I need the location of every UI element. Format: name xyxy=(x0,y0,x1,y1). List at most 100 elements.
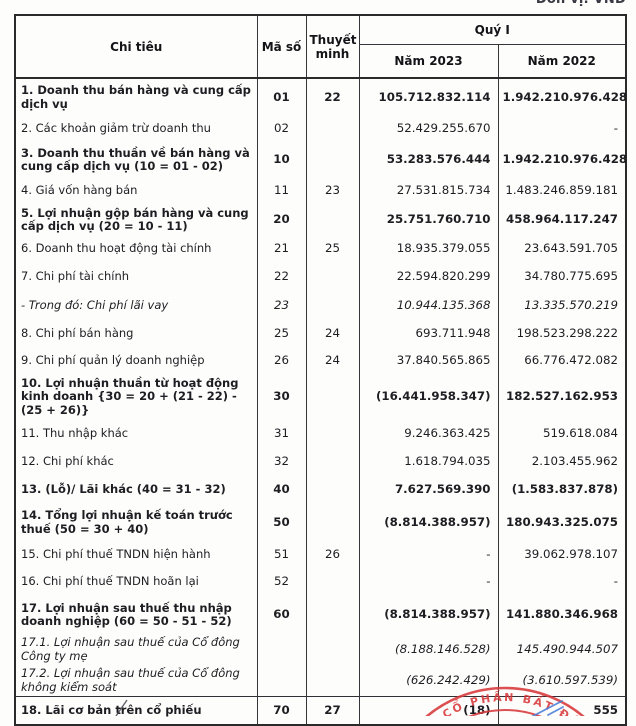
row-value-2023: 52.429.255.670 xyxy=(358,116,498,142)
row-value-2022: 182.527.162.953 xyxy=(497,374,626,420)
row-value-2023: (8.814.388.957) xyxy=(358,504,498,541)
row-value-2023: 25.751.760.710 xyxy=(358,204,498,236)
row-note: 22 xyxy=(305,78,359,116)
row-note xyxy=(305,476,359,504)
table-row: 10. Lợi nhuận thuần từ hoạt động kinh do… xyxy=(15,374,626,420)
row-note: 23 xyxy=(305,178,359,204)
table-row: 13. (Lỗ)/ Lãi khác (40 = 31 - 32) 40 7.6… xyxy=(15,476,626,504)
row-note xyxy=(305,568,359,596)
row-label: 5. Lợi nhuận gộp bán hàng và cung cấp dị… xyxy=(21,205,249,233)
row-code xyxy=(256,665,306,697)
row-code: 01 xyxy=(256,78,306,116)
row-value-2022: (1.583.837.878) xyxy=(497,476,626,504)
row-value-2023: 693.711.948 xyxy=(358,320,498,347)
row-code: 31 xyxy=(256,420,306,448)
row-value-2022: 2.103.455.962 xyxy=(497,448,626,476)
row-value-2022: 34.780.775.695 xyxy=(497,262,626,292)
row-value-2022: 555 xyxy=(497,696,626,725)
table-row: 17. Lợi nhuận sau thuế thu nhập doanh ng… xyxy=(15,596,626,634)
row-value-2022: 23.643.591.705 xyxy=(497,236,626,262)
row-value-2022: 141.880.346.968 xyxy=(497,596,626,634)
row-value-2022: - xyxy=(497,116,626,142)
row-value-2023: - xyxy=(358,541,498,568)
row-note xyxy=(305,634,359,665)
row-note xyxy=(305,448,359,476)
row-code: 50 xyxy=(256,504,306,541)
row-label: 2. Các khoản giảm trừ doanh thu xyxy=(21,121,211,136)
row-code: 26 xyxy=(256,347,306,374)
row-label: 6. Doanh thu hoạt động tài chính xyxy=(21,241,212,256)
row-code: 02 xyxy=(256,116,306,142)
header-item: Chi tiêu xyxy=(110,39,163,54)
row-code: 11 xyxy=(256,178,306,204)
row-note xyxy=(305,116,359,142)
row-note xyxy=(305,142,359,178)
row-note: 27 xyxy=(305,696,359,725)
row-value-2022: 13.335.570.219 xyxy=(497,292,626,320)
header-year-2023: Năm 2023 xyxy=(358,44,498,78)
row-note: 24 xyxy=(305,347,359,374)
row-note xyxy=(305,420,359,448)
row-code: 60 xyxy=(256,596,306,634)
row-code: 52 xyxy=(256,568,306,596)
table-row: 3. Doanh thu thuần về bán hàng và cung c… xyxy=(15,142,627,178)
row-value-2023: (18) xyxy=(358,696,498,725)
row-note xyxy=(305,596,359,634)
row-label: 17.2. Lợi nhuận sau thuế của Cổ đông khô… xyxy=(21,666,240,694)
table-row: 16. Chi phí thuế TNDN hoãn lại 52 - - xyxy=(15,568,626,596)
row-value-2022: 180.943.325.075 xyxy=(497,504,626,541)
row-note xyxy=(305,374,359,420)
row-code xyxy=(256,634,306,665)
row-label: 8. Chi phí bán hàng xyxy=(21,325,134,340)
table-row: 5. Lợi nhuận gộp bán hàng và cung cấp dị… xyxy=(15,204,626,236)
row-value-2023: 18.935.379.055 xyxy=(358,236,498,262)
unit-label: Đơn vị: VND xyxy=(536,0,626,7)
row-value-2023: 1.618.794.035 xyxy=(358,448,498,476)
table-row: 9. Chi phí quản lý doanh nghiệp 26 24 37… xyxy=(15,347,626,374)
row-label: 11. Thu nhập khác xyxy=(21,426,129,441)
row-value-2023: (8.814.388.957) xyxy=(358,596,498,634)
row-value-2022: 198.523.298.222 xyxy=(497,320,626,347)
row-value-2023: 53.283.576.444 xyxy=(358,142,498,178)
row-note xyxy=(305,665,359,697)
table-row: 17.2. Lợi nhuận sau thuế của Cổ đông khô… xyxy=(15,665,626,697)
row-label: 7. Chi phí tài chính xyxy=(21,269,130,284)
row-label: 3. Doanh thu thuần về bán hàng và cung c… xyxy=(21,145,250,173)
row-code: 25 xyxy=(256,320,306,347)
row-value-2023: 37.840.565.865 xyxy=(358,347,498,374)
header-quarter-group: Quý I xyxy=(358,15,626,45)
row-value-2022: (3.610.597.539) xyxy=(497,665,626,697)
row-code: 22 xyxy=(256,262,306,292)
row-value-2022: 1.942.210.976.428 xyxy=(497,142,627,178)
row-note xyxy=(305,204,359,236)
income-statement-table: Chi tiêu Mã số Thuyết minh Quý I Năm 202… xyxy=(14,14,627,726)
row-value-2023: 7.627.569.390 xyxy=(358,476,498,504)
row-label: 18. Lãi cơ bản trên cổ phiếu xyxy=(21,702,202,717)
table-row: 18. Lãi cơ bản trên cổ phiếu 70 27 (18) … xyxy=(15,696,626,725)
table-row: 1. Doanh thu bán hàng và cung cấp dịch v… xyxy=(15,78,627,116)
table-row: - Trong đó: Chi phí lãi vay 23 10.944.13… xyxy=(15,292,626,320)
row-label: - Trong đó: Chi phí lãi vay xyxy=(21,298,169,313)
table-row: 8. Chi phí bán hàng 25 24 693.711.948 19… xyxy=(15,320,626,347)
header-year-2022: Năm 2022 xyxy=(497,44,626,78)
row-label: 12. Chi phí khác xyxy=(21,454,114,469)
table-row: 14. Tổng lợi nhuận kế toán trước thuế (5… xyxy=(15,504,626,541)
row-label: 15. Chi phí thuế TNDN hiện hành xyxy=(21,546,211,561)
row-note xyxy=(305,292,359,320)
row-value-2023: 22.594.820.299 xyxy=(358,262,498,292)
table-row: 2. Các khoản giảm trừ doanh thu 02 52.42… xyxy=(15,116,626,142)
row-label: 13. (Lỗ)/ Lãi khác (40 = 31 - 32) xyxy=(21,482,226,497)
row-note: 24 xyxy=(305,320,359,347)
row-value-2023: (626.242.429) xyxy=(358,665,498,697)
row-value-2022: - xyxy=(497,568,626,596)
row-code: 30 xyxy=(256,374,306,420)
row-value-2022: 145.490.944.507 xyxy=(497,634,626,665)
row-label: 4. Giá vốn hàng bán xyxy=(21,183,138,198)
header-code: Mã số xyxy=(256,15,306,78)
row-label: 14. Tổng lợi nhuận kế toán trước thuế (5… xyxy=(21,508,233,536)
row-note: 25 xyxy=(305,236,359,262)
row-code: 21 xyxy=(256,236,306,262)
row-value-2022: 1.483.246.859.181 xyxy=(497,178,626,204)
row-note xyxy=(305,504,359,541)
